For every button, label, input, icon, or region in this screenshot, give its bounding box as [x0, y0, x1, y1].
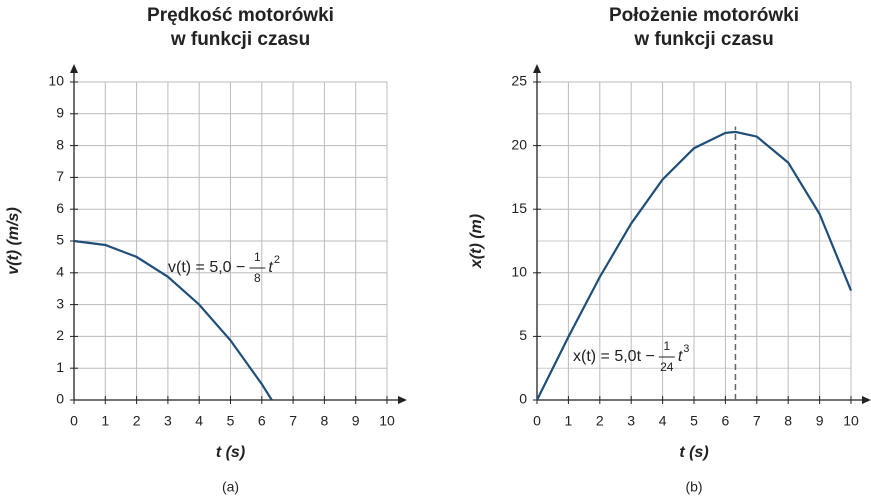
x-axis-label: t (s)	[216, 444, 245, 461]
annotation-numerator: 1	[663, 339, 670, 353]
chart-title: w funkcji czasu	[633, 29, 773, 50]
annotation-variable: t	[678, 348, 683, 365]
y-tick-label: 10	[48, 73, 64, 89]
y-axis-arrow	[70, 64, 78, 73]
y-axis-label: x(t) (m)	[468, 214, 485, 269]
x-axis-label: t (s)	[679, 444, 708, 461]
y-tick-label: 7	[56, 168, 64, 184]
x-tick-label: 3	[627, 413, 635, 429]
y-tick-label: 8	[56, 136, 64, 152]
data-line	[536, 130, 853, 401]
x-tick-label: 6	[258, 413, 266, 429]
x-tick-label: 5	[690, 413, 698, 429]
x-tick-label: 4	[195, 413, 203, 429]
x-tick-label: 0	[533, 413, 541, 429]
x-axis-arrow	[862, 396, 871, 404]
y-tick-label: 1	[56, 359, 64, 375]
x-tick-label: 4	[659, 413, 667, 429]
chart-title: w funkcji czasu	[170, 29, 310, 50]
y-axis-label: v(t) (m/s)	[5, 207, 22, 275]
x-tick-label: 6	[722, 413, 730, 429]
y-tick-label: 9	[56, 105, 64, 121]
y-tick-label: 5	[519, 327, 527, 343]
y-tick-label: 25	[511, 73, 527, 89]
annotation-denominator: 8	[254, 271, 261, 285]
y-tick-label: 5	[56, 232, 64, 248]
x-tick-label: 3	[164, 413, 172, 429]
x-tick-label: 9	[816, 413, 824, 429]
caption: (a)	[222, 479, 239, 495]
x-tick-label: 0	[70, 413, 78, 429]
data-line	[73, 239, 273, 401]
caption: (b)	[685, 479, 702, 495]
annotation-text: v(t) = 5,0 −	[168, 259, 245, 276]
y-axis-arrow	[533, 64, 541, 73]
annotation-denominator: 24	[660, 360, 674, 374]
x-tick-label: 10	[843, 413, 859, 429]
y-tick-label: 0	[56, 391, 64, 407]
x-tick-label: 7	[753, 413, 761, 429]
annotation-variable: t	[268, 259, 273, 276]
x-tick-label: 7	[289, 413, 297, 429]
annotation-exponent: 2	[274, 254, 280, 266]
y-tick-label: 20	[511, 136, 527, 152]
y-tick-label: 10	[511, 264, 527, 280]
x-tick-label: 2	[133, 413, 141, 429]
y-tick-label: 4	[56, 264, 64, 280]
chart-title: Prędkość motorówki	[147, 5, 334, 26]
y-tick-label: 15	[511, 200, 527, 216]
annotation-numerator: 1	[254, 250, 261, 264]
y-tick-label: 0	[519, 391, 527, 407]
x-tick-label: 1	[101, 413, 109, 429]
x-tick-label: 1	[565, 413, 573, 429]
y-tick-label: 6	[56, 200, 64, 216]
annotation-exponent: 3	[683, 343, 689, 355]
x-tick-label: 8	[321, 413, 329, 429]
x-tick-label: 5	[227, 413, 235, 429]
x-tick-label: 8	[784, 413, 792, 429]
x-tick-label: 10	[379, 413, 395, 429]
x-tick-label: 2	[596, 413, 604, 429]
y-tick-label: 2	[56, 327, 64, 343]
y-tick-label: 3	[56, 295, 64, 311]
x-axis-arrow	[398, 396, 407, 404]
chart-title: Położenie motorówki	[609, 5, 799, 26]
annotation-text: x(t) = 5,0t −	[573, 348, 655, 365]
x-tick-label: 9	[352, 413, 360, 429]
